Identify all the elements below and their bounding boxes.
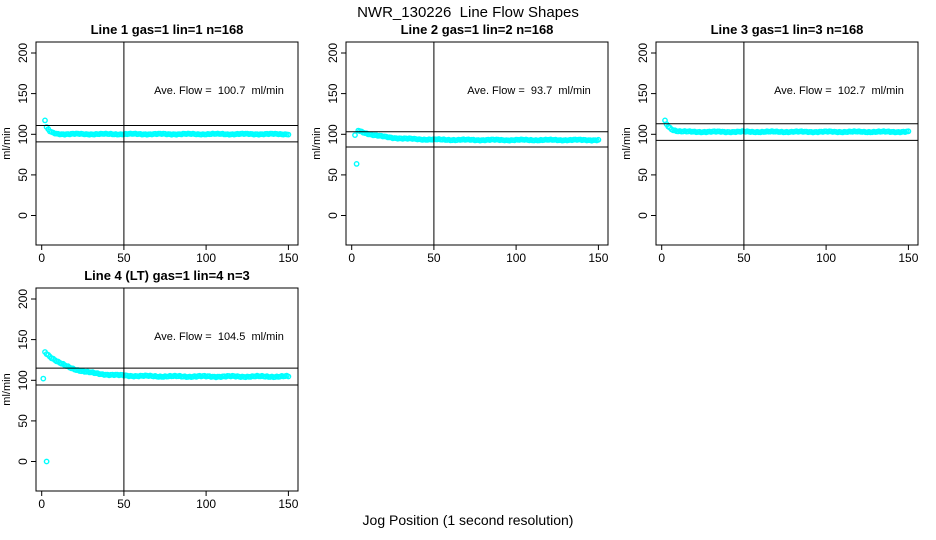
x-tick-label: 0	[38, 251, 45, 265]
data-point	[40, 375, 47, 382]
x-tick-label: 100	[196, 251, 216, 265]
x-tick-label: 50	[737, 251, 751, 265]
x-tick-label: 100	[196, 497, 216, 511]
panel-2-ave-flow-label: Ave. Flow = 93.7 ml/min	[467, 85, 591, 97]
panel-4-plot: 0 50 100 150 0 50 100 150 200 ml/min	[1, 287, 299, 511]
x-tick-label: 150	[588, 251, 608, 265]
data-point	[905, 128, 912, 135]
y-tick-label: 50	[16, 414, 30, 428]
y-tick-label: 200	[326, 43, 340, 63]
x-tick-label: 50	[117, 251, 131, 265]
y-tick-label: 150	[16, 329, 30, 349]
panel-1-ave-flow-label: Ave. Flow = 100.7 ml/min	[154, 85, 284, 97]
panel-3-title: Line 3 gas=1 lin=3 n=168	[710, 22, 864, 37]
y-tick-label: 150	[326, 83, 340, 103]
y-tick-label: 100	[16, 370, 30, 390]
plot-box	[345, 41, 609, 246]
data-point	[352, 132, 358, 139]
y-tick-label: 50	[636, 168, 650, 182]
x-tick-label: 100	[506, 251, 526, 265]
y-tick-label: 200	[636, 43, 650, 63]
y-axis-label: ml/min	[311, 127, 323, 159]
y-tick-label: 150	[636, 83, 650, 103]
panel-4-ave-flow-label: Ave. Flow = 104.5 ml/min	[154, 331, 284, 343]
panel-3-plot: 0 50 100 150 0 50 100 150 200 ml/min	[621, 41, 919, 265]
data-point	[42, 117, 48, 124]
x-tick-label: 100	[816, 251, 836, 265]
data-point	[353, 161, 360, 167]
panel-1-plot: 0 50 100 150 0 50 100 150 200 ml/min	[1, 41, 299, 265]
panel-3-ave-flow-label: Ave. Flow = 102.7 ml/min	[774, 85, 904, 97]
y-tick-label: 100	[326, 124, 340, 144]
y-axis-label: ml/min	[1, 127, 13, 159]
y-tick-label: 50	[326, 168, 340, 182]
plot-box	[35, 287, 299, 492]
x-tick-label: 0	[348, 251, 355, 265]
y-tick-label: 0	[16, 458, 30, 465]
y-tick-label: 150	[16, 83, 30, 103]
y-tick-label: 100	[16, 124, 30, 144]
plot-box	[655, 41, 919, 246]
x-tick-label: 0	[658, 251, 665, 265]
panel-1-title: Line 1 gas=1 lin=1 n=168	[90, 22, 244, 37]
x-tick-label: 150	[278, 497, 298, 511]
figure-title: NWR_130226 Line Flow Shapes	[357, 4, 579, 21]
x-tick-label: 0	[38, 497, 45, 511]
y-tick-label: 0	[16, 212, 30, 219]
y-tick-label: 0	[636, 212, 650, 219]
y-tick-label: 200	[16, 289, 30, 309]
y-tick-label: 50	[16, 168, 30, 182]
panel-2-plot: 0 50 100 150 0 50 100 150 200 ml/min	[311, 41, 609, 265]
panel-2-title: Line 2 gas=1 lin=2 n=168	[400, 22, 554, 37]
x-axis-label: Jog Position (1 second resolution)	[362, 512, 574, 528]
panel-4-title: Line 4 (LT) gas=1 lin=4 n=3	[84, 268, 250, 283]
x-tick-label: 150	[278, 251, 298, 265]
data-point	[595, 136, 602, 143]
y-tick-label: 200	[16, 43, 30, 63]
y-axis-label: ml/min	[621, 127, 633, 159]
data-point	[285, 131, 292, 138]
data-point	[285, 373, 292, 380]
data-point	[43, 458, 50, 465]
x-tick-label: 50	[117, 497, 131, 511]
y-tick-label: 100	[636, 124, 650, 144]
plot-box	[35, 41, 299, 246]
y-tick-label: 0	[326, 212, 340, 219]
y-axis-label: ml/min	[1, 373, 13, 405]
x-tick-label: 50	[427, 251, 441, 265]
x-tick-label: 150	[898, 251, 918, 265]
